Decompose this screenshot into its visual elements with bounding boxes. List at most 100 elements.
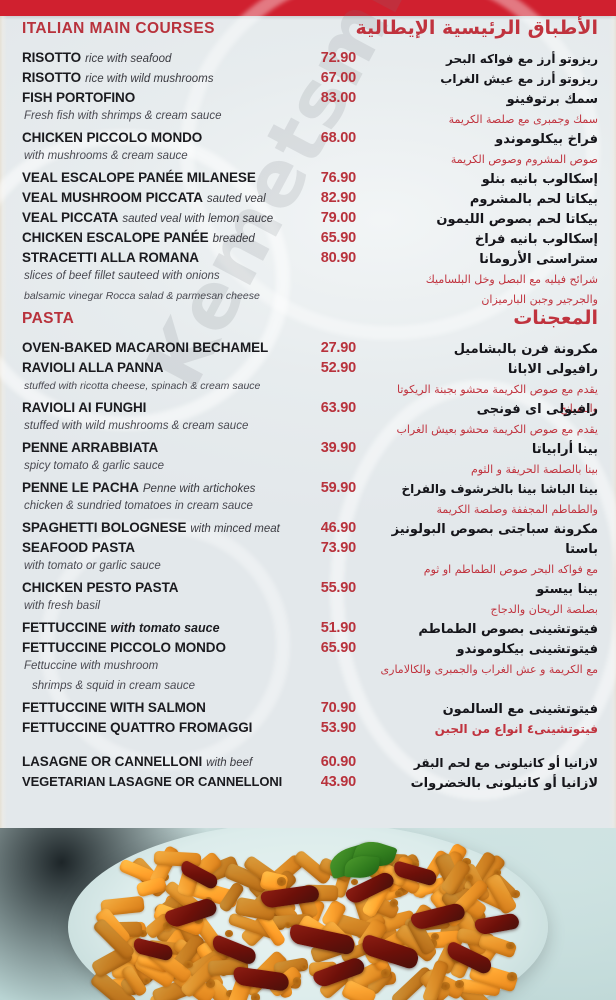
item-arabic: ريزوتو أرز مع فواكه البحر xyxy=(445,52,598,66)
item-price: 68.00 xyxy=(320,130,356,146)
item-name: LASAGNE OR CANNELLONI xyxy=(22,754,203,769)
item-name: RAVIOLI ALLA PANNA xyxy=(22,360,164,375)
item-name: SPAGHETTI BOLOGNESE xyxy=(22,520,187,535)
item-name: STRACETTI ALLA ROMANA xyxy=(22,250,199,265)
menu-item-row: RAVIOLI ALLA PANNA 52.90 رافيولى الابانا xyxy=(22,360,598,380)
item-price: 51.90 xyxy=(320,620,356,636)
item-subtitle: sauted veal with lemon sauce xyxy=(122,213,274,225)
item-name: CHICKEN PICCOLO MONDO xyxy=(22,130,203,145)
item-price: 53.90 xyxy=(320,720,356,736)
item-en: LASAGNE OR CANNELLONI with beef xyxy=(22,754,324,769)
row-spacer xyxy=(22,740,598,754)
item-arabic: صوص المشروم وصوص الكريمة xyxy=(450,153,598,166)
item-description: chicken & sundried tomatoes in cream sau… xyxy=(24,500,253,512)
item-en: OVEN-BAKED MACARONI BECHAMEL xyxy=(22,340,324,355)
top-band-shadow xyxy=(0,16,616,20)
item-subtitle: rice with seafood xyxy=(85,53,172,65)
item-arabic: بيكاتا لحم بالمشروم xyxy=(469,192,598,207)
item-en: RAVIOLI AI FUNGHI xyxy=(22,400,324,415)
item-arabic: بينا بيستو xyxy=(536,582,598,597)
item-en: CHICKEN ESCALOPE PANÉE breaded xyxy=(22,230,324,245)
item-arabic: فيتوتشينى بصوص الطماطم xyxy=(418,622,598,637)
item-name: OVEN-BAKED MACARONI BECHAMEL xyxy=(22,340,269,355)
item-arabic: مكرونة سباجتى بصوص البولونيز xyxy=(391,522,598,537)
menu-item-row: FETTUCCINE QUATTRO FROMAGGI 53.90 فيتوتشين… xyxy=(22,720,598,740)
section-title-en: PASTA xyxy=(22,310,75,327)
section-heading-pasta: PASTA المعجنات xyxy=(22,307,598,340)
item-arabic: سمك وجمبرى مع صلصة الكريمة xyxy=(448,113,598,126)
item-arabic: لازانيا أو كانيلونى بالخضروات xyxy=(410,776,598,791)
menu-item-row: RISOTTO rice with wild mushrooms 67.00 ريزو… xyxy=(22,70,598,90)
menu-item-row: FETTUCCINE WITH SALMON 70.90 فيتوتشينى مع … xyxy=(22,700,598,720)
item-en: VEAL MUSHROOM PICCATA sauted veal xyxy=(22,190,324,205)
item-en: CHICKEN PESTO PASTA xyxy=(22,580,324,595)
item-en: FETTUCCINE QUATTRO FROMAGGI xyxy=(22,720,324,735)
menu-description-row: shrimps & squid in cream sauce xyxy=(22,680,598,700)
item-price: 63.90 xyxy=(320,400,356,416)
menu-description-row: with tomato or garlic sauce مع فواكه البح… xyxy=(22,560,598,580)
menu-description-row: chicken & sundried tomatoes in cream sau… xyxy=(22,500,598,520)
item-name: RISOTTO xyxy=(22,50,82,65)
item-price: 46.90 xyxy=(320,520,356,536)
item-price: 60.90 xyxy=(320,754,356,770)
item-price: 59.90 xyxy=(320,480,356,496)
item-name: PENNE LE PACHA xyxy=(22,480,139,495)
item-price: 67.00 xyxy=(320,70,356,86)
menu-description-row: Fresh fish with shrimps & cream sauce سمك… xyxy=(22,110,598,130)
item-arabic: باستا xyxy=(565,542,598,557)
item-name: RAVIOLI AI FUNGHI xyxy=(22,400,147,415)
item-arabic: فيتوتشينى٤ انواع من الجبن xyxy=(434,722,598,736)
item-arabic: فيتوتشينى بيكلوموندو xyxy=(456,642,598,657)
section-title-ar: الأطباق الرئيسية الإيطالية xyxy=(355,17,598,39)
item-name: SEAFOOD PASTA xyxy=(22,540,135,555)
menu-description-row: balsamic vinegar Rocca salad & parmesan … xyxy=(22,290,598,310)
item-arabic: مكرونة فرن بالبشاميل xyxy=(453,342,598,357)
item-subtitle: rice with wild mushrooms xyxy=(85,73,214,85)
menu-description-row: stuffed with ricotta cheese, spinach & c… xyxy=(22,380,598,415)
item-price: 72.90 xyxy=(320,50,356,66)
menu-item-row: RISOTTO rice with seafood 72.90 ريزوتو أرز … xyxy=(22,50,598,70)
section-title-en: ITALIAN MAIN COURSES xyxy=(22,20,215,37)
item-en: SEAFOOD PASTA xyxy=(22,540,324,555)
menu-description-row: with fresh basil بصلصة الريحان والدجاج xyxy=(22,600,598,620)
menu-item-row: LASAGNE OR CANNELLONI with beef 60.90 لازان… xyxy=(22,754,598,774)
item-subtitle: with beef xyxy=(206,757,253,769)
item-en: SPAGHETTI BOLOGNESE with minced meat xyxy=(22,520,324,535)
item-subtitle: with tomato sauce xyxy=(110,621,220,635)
item-arabic: بصلصة الريحان والدجاج xyxy=(490,603,599,616)
menu-description-row: with mushrooms & cream sauce صوص المشروم … xyxy=(22,150,598,170)
item-price: 43.90 xyxy=(320,774,356,790)
item-price: 80.90 xyxy=(320,250,356,266)
item-arabic: مع فواكه البحر صوص الطماطم او ثوم xyxy=(423,563,598,576)
item-description: slices of beef fillet sauteed with onion… xyxy=(24,270,220,282)
menu-item-row: FETTUCCINE with tomato sauce 51.90 فيتوتشين… xyxy=(22,620,598,640)
item-name: FISH PORTOFINO xyxy=(22,90,136,105)
item-arabic: مع الكريمة و عش الغراب والجمبرى والكالام… xyxy=(380,663,598,676)
section-rows-italian-main-courses: RISOTTO rice with seafood 72.90 ريزوتو أرز … xyxy=(0,50,616,310)
section-heading-italian-main-courses: ITALIAN MAIN COURSES الأطباق الرئيسية الإ… xyxy=(22,17,598,50)
menu-item-row: SPAGHETTI BOLOGNESE with minced meat 46.90… xyxy=(22,520,598,540)
item-price: 65.90 xyxy=(320,230,356,246)
item-name: VEAL ESCALOPE PANÉE MILANESE xyxy=(22,170,256,185)
item-price: 70.90 xyxy=(320,700,356,716)
item-description: Fresh fish with shrimps & cream sauce xyxy=(24,110,222,122)
menu-item-row: PENNE LE PACHA Penne with artichokes 59.90… xyxy=(22,480,598,500)
item-price: 39.90 xyxy=(320,440,356,456)
item-arabic: يقدم مع صوص الكريمة محشو بعيش الغراب xyxy=(396,423,598,436)
item-price: 55.90 xyxy=(320,580,356,596)
menu-item-row: OVEN-BAKED MACARONI BECHAMEL 27.90 مكرونة … xyxy=(22,340,598,360)
item-price: 73.90 xyxy=(320,540,356,556)
item-subtitle: breaded xyxy=(212,233,255,245)
item-name: FETTUCCINE WITH SALMON xyxy=(22,700,206,715)
item-name: FETTUCCINE PICCOLO MONDO xyxy=(22,640,226,655)
item-arabic: رافيولى الابانا xyxy=(507,362,598,377)
item-en: VEAL ESCALOPE PANÉE MILANESE xyxy=(22,170,324,185)
menu-item-row: PENNE ARRABBIATA 39.90 بينا أرابياتا xyxy=(22,440,598,460)
item-name: PENNE ARRABBIATA xyxy=(22,440,159,455)
item-en: RISOTTO rice with seafood xyxy=(22,50,324,65)
item-arabic: شرائح فيليه مع البصل وخل البلساميك xyxy=(425,273,598,286)
item-price: 27.90 xyxy=(320,340,356,356)
item-description: with fresh basil xyxy=(24,600,101,612)
photo-pasta-pile xyxy=(89,836,523,1000)
section-rows-pasta: OVEN-BAKED MACARONI BECHAMEL 27.90 مكرونة … xyxy=(0,340,616,794)
